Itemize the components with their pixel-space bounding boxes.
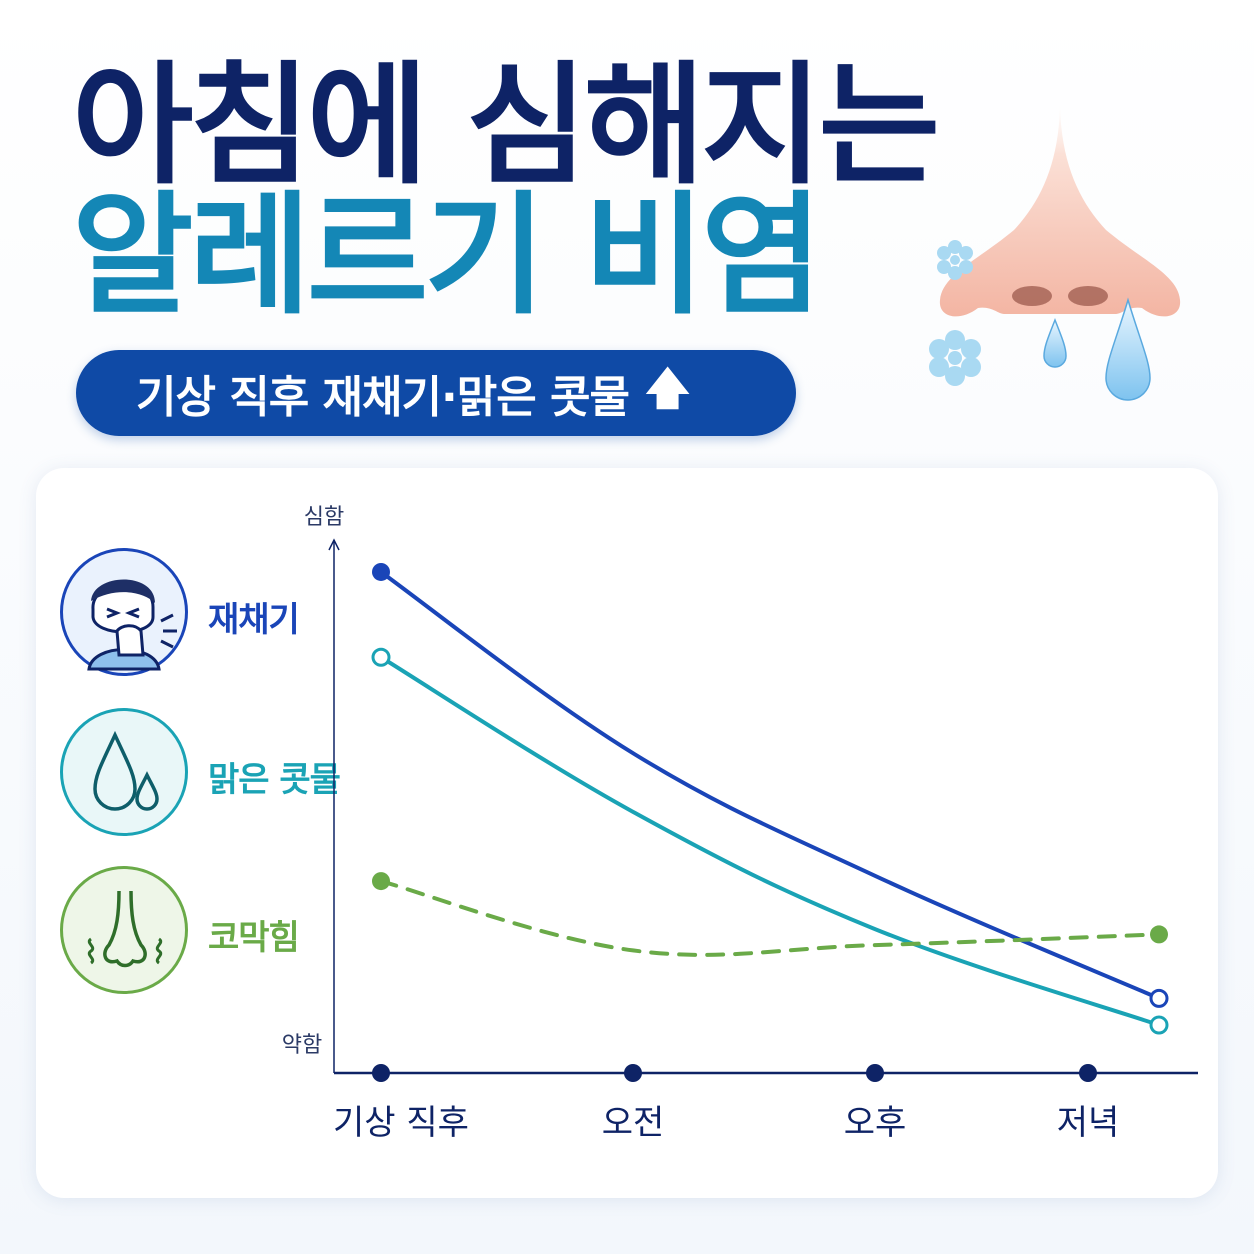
title-line-2: 알레르기 비염 [72, 179, 823, 333]
snowflake-icon [929, 330, 981, 386]
legend-label-congestion: 코막힘 [208, 918, 300, 958]
water-drop-icon [1043, 317, 1067, 368]
series-line-runny-nose [379, 655, 1161, 1028]
x-axis-label: 기상 직후 [333, 1103, 469, 1143]
arrow-up-icon: 🡅 [644, 362, 690, 414]
x-axis-tick [372, 1064, 390, 1082]
legend-label-sneeze: 재채기 [208, 600, 300, 640]
nose-icon [939, 100, 1181, 317]
summary-badge: 기상 직후 재채기·맑은 콧물 🡅 [76, 350, 796, 436]
y-axis-label-top: 심함 [304, 505, 344, 530]
y-axis-label-bottom: 약함 [282, 1033, 322, 1058]
legend-item-congestion: 코막힘 [60, 866, 360, 1002]
legend-label-runny-nose: 맑은 콧물 [208, 760, 341, 800]
water-drop-icon [1105, 297, 1151, 401]
data-point-congestion [372, 872, 390, 891]
x-axis-label: 오전 [602, 1103, 665, 1143]
snowflake-icon [937, 240, 973, 280]
nose-icon [60, 866, 188, 994]
data-point-runny-nose [371, 647, 391, 667]
data-point-sneeze [1149, 988, 1169, 1008]
series-line-congestion [379, 879, 1161, 957]
data-point-sneeze [372, 562, 390, 581]
x-axis-label: 저녁 [1057, 1103, 1120, 1143]
x-axis-tick [1079, 1064, 1097, 1082]
water-drops-icon [60, 708, 188, 836]
x-axis-tick [866, 1064, 884, 1082]
summary-badge-text: 기상 직후 재채기·맑은 콧물 [136, 372, 630, 423]
legend-item-runny-nose: 맑은 콧물 [60, 708, 360, 844]
x-axis-label: 오후 [844, 1103, 907, 1143]
series-line-sneeze [379, 569, 1161, 1001]
runny-nose-illustration [929, 100, 1181, 401]
title-line-1: 아침에 심해지는 [72, 49, 940, 203]
sneezing-person-icon [60, 548, 188, 676]
data-point-congestion [1150, 925, 1168, 944]
data-point-runny-nose [1149, 1015, 1169, 1035]
legend-item-sneeze: 재채기 [60, 548, 360, 684]
y-axis-arrow-icon [328, 538, 340, 551]
x-axis-tick [624, 1064, 642, 1082]
